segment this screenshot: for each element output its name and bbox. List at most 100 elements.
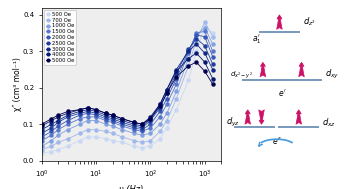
1000 Oe: [148, 132, 153, 134]
2000 Oe: [174, 77, 179, 80]
1500 Oe: [66, 123, 70, 125]
1500 Oe: [165, 103, 169, 105]
4000 Oe: [174, 70, 179, 73]
700 Oe: [40, 149, 44, 151]
2000 Oe: [120, 123, 124, 125]
2000 Oe: [194, 34, 198, 36]
500 Oe: [40, 152, 44, 154]
700 Oe: [94, 129, 98, 131]
5000 Oe: [110, 114, 115, 116]
4000 Oe: [94, 108, 98, 111]
5000 Oe: [186, 65, 191, 67]
2500 Oe: [66, 116, 70, 118]
500 Oe: [78, 139, 82, 142]
700 Oe: [56, 141, 60, 144]
5000 Oe: [158, 105, 162, 107]
1000 Oe: [186, 57, 191, 60]
2500 Oe: [140, 127, 144, 129]
700 Oe: [103, 130, 108, 133]
4000 Oe: [186, 57, 191, 60]
5000 Oe: [103, 112, 108, 114]
500 Oe: [194, 50, 198, 52]
700 Oe: [86, 129, 90, 131]
2500 Oe: [49, 127, 54, 129]
700 Oe: [49, 145, 54, 147]
1500 Oe: [140, 130, 144, 133]
1500 Oe: [86, 116, 90, 118]
1500 Oe: [194, 32, 198, 34]
1500 Oe: [203, 30, 207, 32]
700 Oe: [194, 39, 198, 42]
2500 Oe: [78, 112, 82, 114]
2000 Oe: [186, 50, 191, 52]
2000 Oe: [94, 114, 98, 116]
Line: 5000 Oe: 5000 Oe: [40, 61, 214, 126]
500 Oe: [132, 145, 136, 147]
1500 Oe: [158, 116, 162, 118]
500 Oe: [203, 25, 207, 27]
2500 Oe: [132, 125, 136, 127]
1500 Oe: [56, 129, 60, 131]
4000 Oe: [165, 88, 169, 91]
4000 Oe: [56, 116, 60, 118]
5000 Oe: [140, 123, 144, 125]
700 Oe: [148, 139, 153, 142]
1000 Oe: [40, 145, 44, 147]
500 Oe: [103, 138, 108, 140]
1000 Oe: [210, 43, 215, 45]
2500 Oe: [186, 48, 191, 51]
Text: $d_{x^2-y^2}$: $d_{x^2-y^2}$: [230, 69, 253, 81]
2000 Oe: [103, 118, 108, 120]
700 Oe: [158, 130, 162, 133]
500 Oe: [140, 147, 144, 149]
500 Oe: [66, 145, 70, 147]
3000 Oe: [103, 114, 108, 116]
2000 Oe: [66, 119, 70, 122]
4000 Oe: [194, 52, 198, 54]
2000 Oe: [132, 127, 136, 129]
500 Oe: [186, 79, 191, 82]
1500 Oe: [186, 52, 191, 54]
3000 Oe: [174, 68, 179, 71]
700 Oe: [66, 138, 70, 140]
700 Oe: [203, 21, 207, 23]
4000 Oe: [148, 116, 153, 118]
5000 Oe: [49, 118, 54, 120]
2000 Oe: [210, 56, 215, 58]
1000 Oe: [158, 123, 162, 125]
500 Oe: [174, 108, 179, 111]
3000 Oe: [158, 103, 162, 105]
1500 Oe: [94, 116, 98, 118]
1000 Oe: [56, 134, 60, 136]
2500 Oe: [40, 132, 44, 134]
3000 Oe: [110, 116, 115, 118]
Text: $d_{xz}$: $d_{xz}$: [322, 116, 336, 129]
3000 Oe: [132, 123, 136, 125]
1500 Oe: [78, 118, 82, 120]
Line: 4000 Oe: 4000 Oe: [40, 52, 214, 128]
5000 Oe: [40, 123, 44, 125]
1000 Oe: [140, 134, 144, 136]
1500 Oe: [148, 127, 153, 129]
4000 Oe: [140, 123, 144, 125]
1000 Oe: [120, 129, 124, 131]
700 Oe: [132, 139, 136, 142]
2500 Oe: [56, 121, 60, 124]
1500 Oe: [49, 134, 54, 136]
5000 Oe: [148, 118, 153, 120]
500 Oe: [120, 141, 124, 144]
Line: 2500 Oe: 2500 Oe: [40, 37, 214, 135]
2500 Oe: [110, 118, 115, 120]
2000 Oe: [110, 119, 115, 122]
2500 Oe: [158, 107, 162, 109]
700 Oe: [186, 65, 191, 67]
500 Oe: [210, 32, 215, 34]
3000 Oe: [165, 88, 169, 91]
3000 Oe: [49, 123, 54, 125]
Text: $e''$: $e''$: [272, 135, 282, 146]
2500 Oe: [210, 63, 215, 65]
Legend: 500 Oe, 700 Oe, 1000 Oe, 1500 Oe, 2000 Oe, 2500 Oe, 3000 Oe, 4000 Oe, 5000 Oe: 500 Oe, 700 Oe, 1000 Oe, 1500 Oe, 2000 O…: [44, 10, 76, 65]
1500 Oe: [103, 119, 108, 122]
Line: 700 Oe: 700 Oe: [40, 21, 214, 151]
1000 Oe: [78, 123, 82, 125]
